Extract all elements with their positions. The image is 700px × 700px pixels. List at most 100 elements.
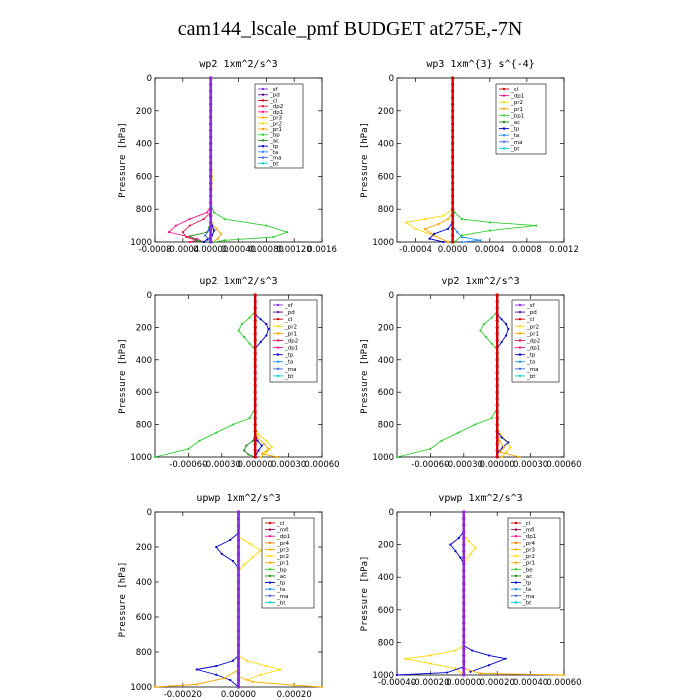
data-point [209,207,213,211]
chart-panel-5: upwp 1xm^2/s^3 Pressure [hPa] 0 200 400 600 80… [118,493,324,700]
data-point [229,678,232,682]
legend-marker [276,325,280,328]
data-point [462,575,466,579]
y-tick-label: 200 [136,323,152,333]
data-point [213,211,216,214]
legend-entry: _cl [276,521,285,527]
data-point [495,364,499,368]
y-axis-label: Pressure [hPa] [118,562,128,638]
data-point [260,444,263,447]
data-point [460,235,464,239]
series-line-dp2 [182,78,212,243]
data-point [209,102,213,106]
legend-entry: _pr1 [276,561,289,567]
y-tick-label: 800 [378,638,394,648]
data-point [451,142,455,146]
data-point [253,390,257,394]
data-point [451,82,455,87]
data-point [263,442,266,446]
data-point [257,433,260,436]
data-point [488,229,491,232]
data-point [236,531,241,535]
legend-entry: _pr1 [284,331,297,337]
data-point [236,524,241,528]
data-point [462,640,466,645]
x-tick-label: 0.00040 [221,245,256,255]
legend-marker [518,353,522,356]
legend-entry: _tp [284,353,294,359]
data-point [495,371,499,375]
data-point [253,351,257,355]
legend-entry: _cl [510,87,519,93]
data-point [451,161,455,165]
y-tick-label: 0 [147,291,152,301]
data-point [453,211,456,214]
legend-entry: _pr3 [269,116,283,122]
legend-entry: _ta [284,360,293,366]
y-tick-label: 800 [136,421,152,431]
data-point [209,227,213,231]
legend-marker [514,574,518,578]
legend-entry: _dp1 [269,110,283,116]
data-point [209,181,213,185]
data-point [507,327,510,331]
data-point [500,318,503,321]
data-point [209,109,213,113]
series-line-pr2 [405,78,454,243]
legend-marker [261,110,265,114]
legend-entry: _dp1 [510,94,524,100]
data-point [490,342,493,345]
data-point [490,316,493,319]
data-point [440,439,443,442]
data-point [457,536,460,540]
y-axis-label: Pressure [hPa] [360,556,370,632]
legend-marker [268,587,272,591]
legend-box [261,517,315,609]
data-point [253,312,257,317]
data-point [518,455,521,459]
legend-entry: _bt [522,600,532,606]
data-point [209,155,213,159]
series-line-tp [463,645,508,673]
data-point [293,684,296,687]
data-point [462,601,466,605]
x-tick-label: 0.00040 [513,678,548,688]
legend-marker [518,346,522,349]
y-tick-label: 400 [378,140,394,150]
data-point [457,431,460,434]
data-point [451,240,455,244]
data-point [495,435,499,440]
data-point [259,673,262,676]
data-point [429,654,432,657]
series-line-pr2 [254,427,273,458]
data-point [253,345,257,349]
figure-title: cam144_lscale_pmf BUDGET at275E,-7N [177,18,523,40]
data-point [471,649,474,652]
data-point [320,685,324,689]
x-tick-label: -0.00020 [411,678,449,688]
legend-entry: _pr2 [276,554,289,560]
legend-entry: _be [522,567,533,573]
data-point [236,671,241,675]
legend-entry: _bt [526,374,536,380]
y-tick-label: 1000 [372,238,394,248]
data-point [473,423,477,426]
data-point [488,221,491,224]
legend-entry: _tp [276,581,286,587]
legend-marker [518,374,522,378]
data-point [253,410,257,414]
y-axis-label: Pressure [hPa] [118,338,128,414]
legend-entry: _sf [526,303,536,309]
data-point [248,417,251,420]
legend-entry: _dp1 [526,346,540,352]
data-point [253,306,257,310]
legend-marker [276,310,280,314]
data-point [204,234,207,237]
panel-title: wp3 1xm^{3} s^{-4} [426,59,534,70]
y-tick-label: 200 [378,107,394,117]
data-point [482,323,485,326]
data-point [451,102,455,106]
y-tick-label: 1000 [130,238,152,248]
data-point [451,148,455,152]
data-point [223,677,226,680]
